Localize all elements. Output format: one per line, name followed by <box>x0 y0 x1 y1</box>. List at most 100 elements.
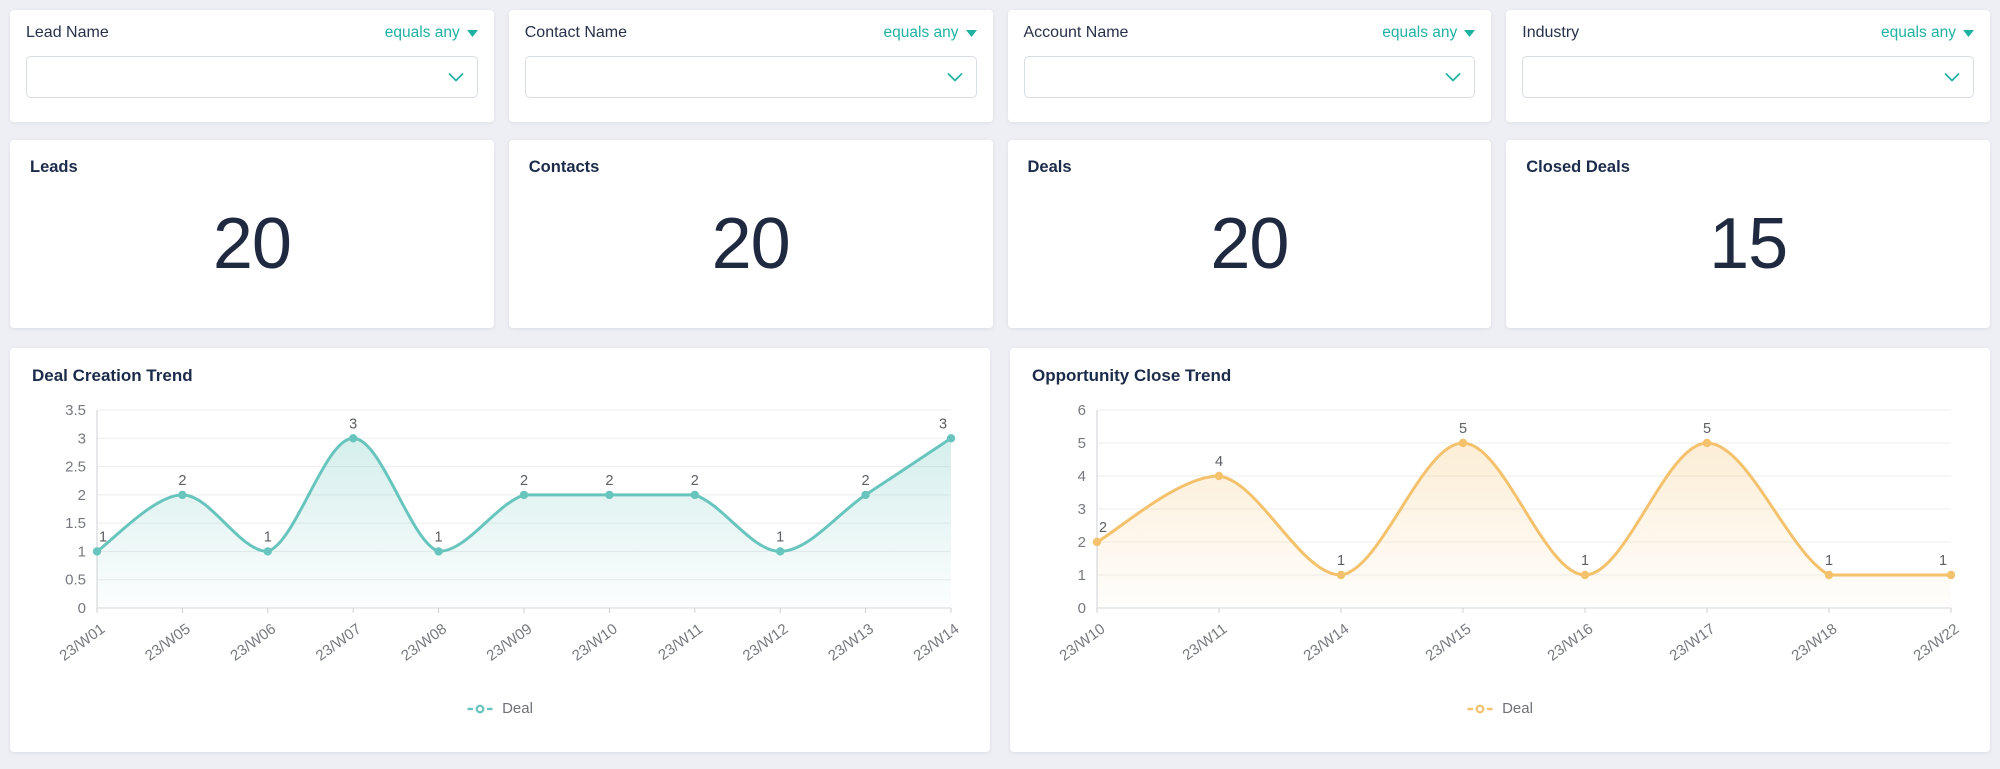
filter-header: Account Name equals any <box>1024 24 1476 42</box>
svg-text:0: 0 <box>78 600 86 617</box>
kpi-card-deals: Deals 20 <box>1007 140 1492 328</box>
chart-title: Deal Creation Trend <box>32 366 193 385</box>
filter-card-lead-name: Lead Name equals any <box>10 10 494 122</box>
caret-down-icon <box>1963 29 1974 37</box>
svg-text:1: 1 <box>78 543 86 560</box>
filter-operator-label: equals any <box>1382 24 1458 41</box>
kpi-value: 20 <box>1210 203 1289 284</box>
filter-operator-dropdown[interactable]: equals any <box>1881 24 1974 42</box>
legend-marker-icon <box>467 703 493 715</box>
kpi-card-leads: Leads 20 <box>10 140 494 328</box>
svg-text:23/W08: 23/W08 <box>398 620 450 664</box>
filter-label: Contact Name <box>524 24 628 41</box>
svg-text:3.5: 3.5 <box>65 402 86 419</box>
svg-text:23/W06: 23/W06 <box>227 620 279 664</box>
chart-title: Opportunity Close Trend <box>1032 366 1232 385</box>
filter-operator-label: equals any <box>384 24 460 41</box>
svg-text:2.5: 2.5 <box>65 459 86 476</box>
svg-text:23/W14: 23/W14 <box>1301 620 1353 664</box>
line-chart-deal-creation-trend[interactable]: 1 2 1 3 1 2 2 2 1 2 3 0 0.5 1 1.5 2 2.5 3 3.5 23/W01 23/W05 2… <box>32 394 968 694</box>
filter-header: Industry equals any <box>1522 24 1974 42</box>
filter-operator-dropdown[interactable]: equals any <box>385 24 478 42</box>
filter-operator-label: equals any <box>1881 24 1956 41</box>
legend-marker-icon <box>1467 703 1493 715</box>
svg-text:23/W12: 23/W12 <box>740 620 792 664</box>
svg-text:23/W17: 23/W17 <box>1667 620 1719 664</box>
svg-text:1: 1 <box>1581 553 1589 569</box>
svg-text:4: 4 <box>1215 454 1223 470</box>
svg-text:23/W18: 23/W18 <box>1789 620 1841 664</box>
kpi-title: Contacts <box>528 158 600 176</box>
kpi-title: Closed Deals <box>1526 158 1630 176</box>
svg-text:23/W11: 23/W11 <box>1179 620 1230 663</box>
legend-item-deal[interactable]: Deal <box>32 700 968 717</box>
svg-text:23/W15: 23/W15 <box>1423 620 1475 664</box>
svg-text:23/W10: 23/W10 <box>569 620 621 664</box>
filter-header: Contact Name equals any <box>525 24 977 42</box>
filter-value-select[interactable] <box>26 56 478 98</box>
svg-text:23/W10: 23/W10 <box>1057 620 1109 664</box>
kpi-row: Leads 20 Contacts 20 Deals 20 Closed Dea… <box>10 140 1990 328</box>
crm-dashboard: Lead Name equals any Contact Name equals… <box>10 10 1990 752</box>
kpi-card-closed-deals: Closed Deals 15 <box>1506 140 1990 328</box>
svg-text:23/W07: 23/W07 <box>313 620 365 664</box>
kpi-value-wrap: 20 <box>529 177 973 310</box>
svg-text:0.5: 0.5 <box>65 572 86 589</box>
svg-text:1: 1 <box>1337 553 1345 569</box>
filter-header: Lead Name equals any <box>26 24 478 42</box>
caret-down-icon <box>466 29 478 37</box>
filters-row: Lead Name equals any Contact Name equals… <box>10 10 1990 122</box>
svg-text:1: 1 <box>435 529 443 545</box>
chevron-down-icon <box>1944 72 1960 82</box>
svg-text:1: 1 <box>264 529 272 545</box>
svg-text:5: 5 <box>1078 435 1086 452</box>
svg-text:23/W13: 23/W13 <box>825 620 877 664</box>
chevron-down-icon <box>946 72 963 82</box>
svg-text:1: 1 <box>776 529 784 545</box>
filter-value-select[interactable] <box>1023 56 1476 98</box>
charts-row: Deal Creation Trend 1 2 1 3 1 2 2 2 1 2 3 0 0.5 1 1.5 2… <box>10 348 1990 752</box>
filter-operator-dropdown[interactable]: equals any <box>884 24 977 42</box>
svg-text:2: 2 <box>691 473 699 489</box>
filter-card-industry: Industry equals any <box>1506 10 1990 122</box>
filter-label: Account Name <box>1023 24 1129 41</box>
kpi-title: Deals <box>1027 158 1072 176</box>
svg-text:2: 2 <box>1099 520 1107 536</box>
svg-text:23/W14: 23/W14 <box>911 620 963 664</box>
filter-card-contact-name: Contact Name equals any <box>508 10 993 122</box>
svg-text:3: 3 <box>349 416 357 432</box>
svg-text:23/W01: 23/W01 <box>57 620 109 664</box>
svg-text:6: 6 <box>1078 402 1086 419</box>
kpi-value: 20 <box>212 203 292 284</box>
kpi-value: 15 <box>1709 203 1788 284</box>
filter-label: Industry <box>1522 24 1580 41</box>
svg-text:4: 4 <box>1078 468 1086 485</box>
filter-value-select[interactable] <box>524 56 977 98</box>
chart-card-deal-creation-trend: Deal Creation Trend 1 2 1 3 1 2 2 2 1 2 3 0 0.5 1 1.5 2… <box>10 348 990 752</box>
svg-text:2: 2 <box>862 473 870 489</box>
svg-text:1: 1 <box>1825 553 1833 569</box>
svg-text:2: 2 <box>178 473 186 489</box>
filter-operator-dropdown[interactable]: equals any <box>1382 24 1476 42</box>
kpi-card-contacts: Contacts 20 <box>508 140 993 328</box>
kpi-value-wrap: 15 <box>1526 177 1970 310</box>
filter-operator-label: equals any <box>883 24 959 41</box>
svg-text:3: 3 <box>1078 501 1086 518</box>
kpi-value-wrap: 20 <box>30 177 474 310</box>
caret-down-icon <box>1464 29 1476 37</box>
kpi-value-wrap: 20 <box>1028 177 1472 310</box>
filter-label: Lead Name <box>26 24 109 41</box>
svg-text:5: 5 <box>1459 421 1467 437</box>
svg-text:23/W22: 23/W22 <box>1911 620 1963 664</box>
chevron-down-icon <box>448 72 464 82</box>
svg-text:1: 1 <box>1939 553 1947 569</box>
legend-item-deal[interactable]: Deal <box>1032 700 1968 717</box>
filter-value-select[interactable] <box>1522 56 1974 98</box>
svg-text:3: 3 <box>78 430 86 447</box>
svg-text:1.5: 1.5 <box>65 515 86 532</box>
svg-text:23/W11: 23/W11 <box>655 620 706 663</box>
kpi-title: Leads <box>30 158 78 176</box>
kpi-value: 20 <box>711 203 791 284</box>
